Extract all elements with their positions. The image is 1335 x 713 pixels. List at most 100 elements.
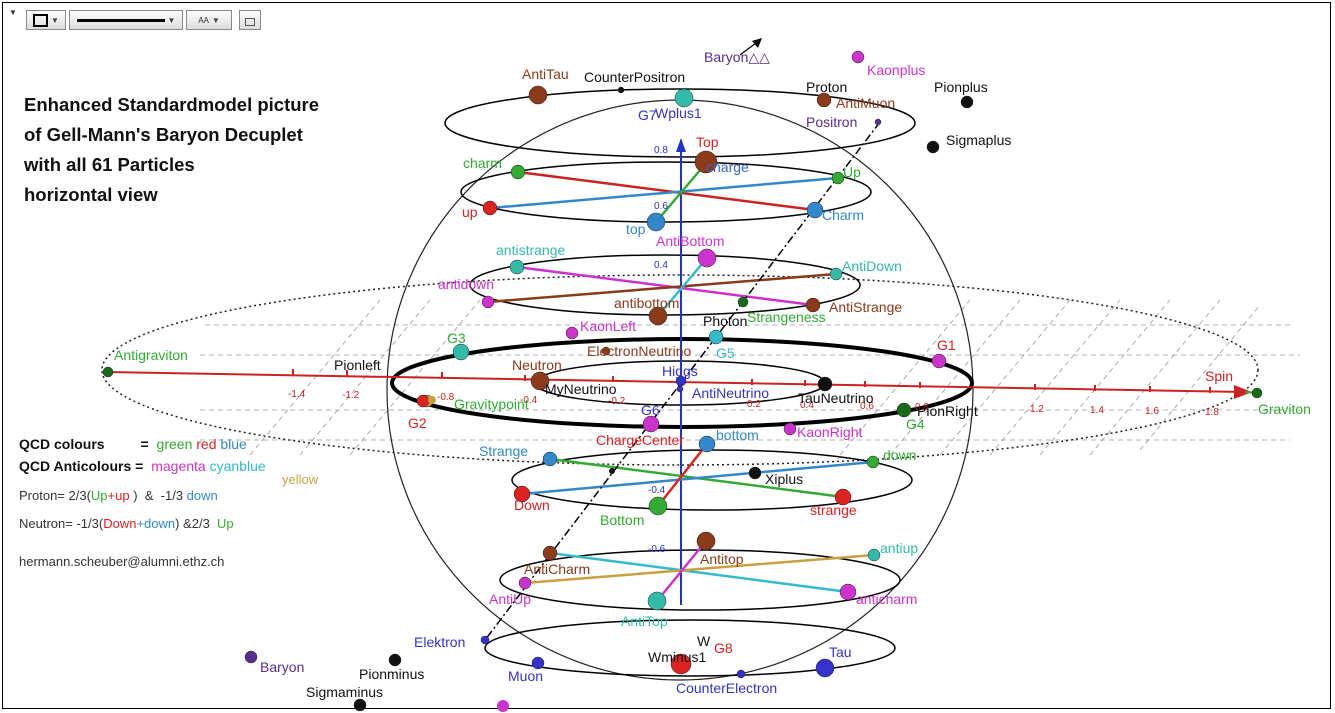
text-style-label: AA (198, 15, 209, 25)
particle-point-counterpositron[interactable] (617, 86, 625, 94)
particle-point-antistrange[interactable] (805, 297, 821, 313)
particle-point-charm[interactable] (806, 201, 824, 219)
particle-point-antidown[interactable] (829, 267, 843, 281)
particle-label-antistrange: AntiStrange (829, 299, 902, 315)
particle-label-pionright: PionRight (917, 403, 978, 419)
particle-point-sigmaplus[interactable] (926, 140, 940, 154)
particle-label-tau: Tau (829, 644, 852, 660)
particle-point-pionminus[interactable] (388, 653, 402, 667)
x-tick-label: 0.6 (860, 401, 874, 412)
toolbar-collapse-icon[interactable]: ▼ (9, 8, 17, 17)
particle-point-wminus1[interactable] (670, 653, 692, 675)
neutron-mid: ) &2/3 (175, 516, 218, 531)
style-toolbar: ▼ ▼ AA ▼ (6, 9, 261, 31)
lock-button[interactable] (239, 10, 261, 30)
particle-point-photon[interactable] (708, 329, 724, 345)
particle-label-proton: Proton (806, 79, 847, 95)
particle-point-antineutrino[interactable] (676, 385, 684, 393)
particle-point-muon[interactable] (531, 656, 545, 670)
colour-green: green (156, 436, 193, 452)
particle-point-g6[interactable] (642, 415, 660, 433)
particle-point-pionplus[interactable] (960, 95, 974, 109)
particle-point-anticharm[interactable] (542, 545, 558, 561)
spin-axis-arrow-icon (1234, 385, 1252, 399)
line-style-button[interactable]: ▼ (69, 10, 183, 30)
particle-point-xiplus[interactable] (748, 466, 762, 480)
particle-point-top[interactable] (694, 150, 718, 174)
text-style-button[interactable]: AA ▼ (186, 10, 232, 30)
particle-point-tauneutrino[interactable] (817, 376, 833, 392)
particle-label-antistrange: antistrange (496, 242, 565, 258)
line-style-icon (76, 18, 165, 22)
particle-label-pionplus: Pionplus (934, 79, 988, 95)
particle-point-charm[interactable] (510, 164, 526, 180)
particle-label-kaonright: KaonRight (797, 424, 862, 440)
particle-label-counterelectron: CounterElectron (676, 680, 777, 696)
particle-point-extra[interactable] (428, 396, 436, 404)
particle-point-down[interactable] (866, 455, 880, 469)
proton-mid: ) & -1/3 (129, 488, 187, 503)
particle-label-sigmaplus: Sigmaplus (946, 132, 1011, 148)
particle-label-g2: G2 (408, 415, 427, 431)
particle-point-antiup[interactable] (867, 548, 881, 562)
particle-point-antigraviton[interactable] (102, 366, 114, 378)
particle-point-positron[interactable] (874, 118, 882, 126)
particle-point-strangeness[interactable] (737, 296, 749, 308)
particle-point-anticharm[interactable] (839, 583, 857, 601)
particle-point-counterelectron[interactable] (736, 669, 746, 679)
particle-point-bottom[interactable] (698, 435, 716, 453)
particle-points[interactable] (102, 50, 1263, 712)
particle-label-antimuon: AntiMuon (836, 95, 895, 111)
particle-point-g1[interactable] (931, 353, 947, 369)
proton-up-lower: up (115, 488, 130, 503)
particle-point-antitop[interactable] (696, 531, 716, 551)
particle-point-wplus1[interactable] (674, 88, 694, 108)
particle-point-kaonleft[interactable] (565, 326, 579, 340)
particle-point-antidown[interactable] (481, 295, 495, 309)
particle-label-antitop: Antitop (700, 551, 744, 567)
particle-point-antibottom[interactable] (697, 248, 717, 268)
fill-style-button[interactable]: ▼ (26, 10, 66, 30)
particle-point-sigmaminus[interactable] (353, 698, 367, 712)
particle-point-neutron[interactable] (530, 371, 550, 391)
quark-lines (487, 161, 875, 602)
particle-label-kaonleft: KaonLeft (580, 318, 636, 334)
particle-point-g4[interactable] (896, 402, 912, 418)
particle-point-electronneutrino[interactable] (601, 346, 611, 356)
particle-point-tau[interactable] (815, 658, 835, 678)
particle-point-proton[interactable] (816, 92, 832, 108)
particle-point-top[interactable] (646, 212, 666, 232)
particle-point-kaonplus[interactable] (851, 50, 865, 64)
particle-point-antistrange[interactable] (509, 259, 525, 275)
particle-point-kaonright[interactable] (783, 422, 797, 436)
proton-plus: + (107, 488, 116, 503)
particle-label-anticharm: AntiCharm (524, 561, 590, 577)
proton-down: down (186, 488, 218, 503)
particle-point-baryon[interactable] (244, 650, 258, 664)
particle-label-gravitypoint: Gravitypoint (454, 396, 529, 412)
particle-point-extra[interactable] (609, 468, 615, 474)
particle-point-up[interactable] (482, 200, 498, 216)
particle-point-extra[interactable] (497, 700, 509, 712)
y-tick-label: -0.4 (648, 485, 666, 496)
dotted-orbit (101, 274, 1259, 466)
particle-point-antibottom[interactable] (648, 306, 668, 326)
particle-point-antitop[interactable] (647, 591, 667, 611)
particle-label-antidown: AntiDown (842, 258, 902, 274)
neutron-formula: Neutron= -1/3(Down+down) &2/3 Up (19, 516, 329, 554)
particle-point-elektron[interactable] (480, 635, 490, 645)
particle-point-antiup[interactable] (518, 576, 532, 590)
particle-point-g2[interactable] (416, 394, 430, 408)
particle-point-antitau[interactable] (528, 85, 548, 105)
particle-point-graviton[interactable] (1251, 387, 1263, 399)
particle-label-up: Up (843, 164, 861, 180)
particle-point-strange[interactable] (542, 451, 558, 467)
particle-label-g7: G7 (638, 107, 657, 123)
particle-label-strange: Strange (479, 443, 528, 459)
particle-point-down[interactable] (513, 485, 531, 503)
particle-point-g3[interactable] (452, 343, 470, 361)
particle-point-up[interactable] (831, 171, 845, 185)
particle-point-bottom[interactable] (648, 496, 668, 516)
particle-point-strange[interactable] (834, 488, 852, 506)
y-tick-label: 0.6 (654, 201, 668, 212)
